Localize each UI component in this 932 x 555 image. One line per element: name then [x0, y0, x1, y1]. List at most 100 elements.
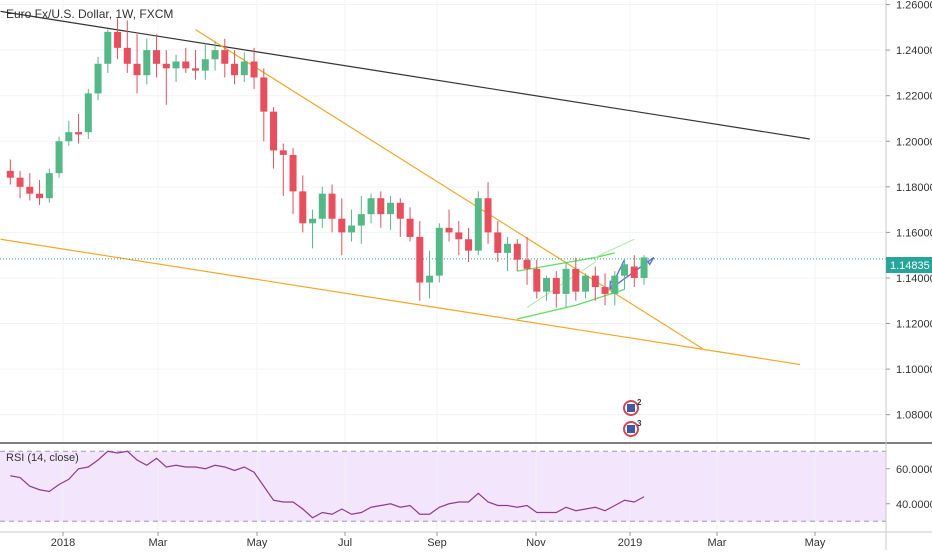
- event-marker-2[interactable]: 3: [623, 419, 642, 437]
- candle-body: [201, 59, 209, 71]
- candle: [367, 193, 375, 224]
- candle: [211, 41, 219, 71]
- rsi-indicator-label: RSI (14, close): [6, 452, 79, 464]
- candle: [504, 236, 512, 272]
- candle-body: [387, 202, 395, 215]
- price-badge: 1.14835: [886, 257, 932, 273]
- candle: [387, 195, 395, 231]
- candle: [474, 191, 482, 256]
- candle: [221, 38, 229, 78]
- price-tick-label: 1.24000: [896, 45, 932, 57]
- price-tick-label: 1.10000: [896, 364, 932, 376]
- candle: [630, 255, 638, 288]
- candle-body: [377, 198, 385, 215]
- candle-body: [318, 193, 326, 219]
- candle-body: [533, 268, 541, 292]
- candle: [192, 50, 200, 80]
- candle: [513, 239, 521, 272]
- candle: [172, 54, 180, 83]
- candle: [309, 209, 317, 249]
- candle: [562, 262, 570, 308]
- candle: [84, 88, 92, 139]
- candle-body: [582, 275, 590, 292]
- candle-body: [279, 150, 287, 155]
- symbol-title: Euro Fx/U.S. Dollar, 1W, FXCM: [6, 7, 173, 21]
- time-tick-label: May: [805, 537, 826, 549]
- candle: [6, 159, 14, 185]
- rsi-band-fill: [0, 451, 886, 522]
- candle-body: [601, 287, 609, 294]
- candle-body: [445, 227, 453, 233]
- candle: [406, 207, 414, 242]
- candle: [543, 275, 551, 301]
- time-tick-label: Nov: [526, 537, 546, 549]
- price-tick-label: 1.18000: [896, 182, 932, 194]
- candle: [533, 259, 541, 299]
- candle-body: [562, 268, 570, 294]
- time-tick-label: 2019: [618, 537, 642, 549]
- candle-body: [640, 257, 648, 278]
- candle-body: [16, 177, 24, 187]
- candle-body: [162, 63, 170, 69]
- candle-body: [26, 186, 34, 194]
- candle-body: [260, 77, 268, 112]
- candle-body: [45, 173, 53, 199]
- candle: [552, 271, 560, 308]
- candle: [55, 136, 63, 178]
- candle: [182, 47, 190, 73]
- candle-body: [270, 111, 278, 151]
- candle: [201, 43, 209, 80]
- candle: [94, 56, 102, 101]
- candle-body: [474, 198, 482, 251]
- candle-body: [348, 225, 356, 233]
- time-tick-label: 2018: [51, 537, 75, 549]
- candle-body: [465, 239, 473, 251]
- black-trendline: [0, 10, 810, 140]
- candle: [16, 170, 24, 199]
- event-marker-1[interactable]: 2: [623, 398, 642, 416]
- candle-body: [114, 31, 122, 48]
- candle: [143, 38, 151, 85]
- candle-body: [504, 243, 512, 253]
- candle-body: [455, 232, 463, 240]
- orange-upper-trendline: [195, 29, 703, 350]
- candle-body: [65, 132, 73, 142]
- candle: [582, 273, 590, 299]
- candle: [591, 266, 599, 301]
- event-count-1: 2: [637, 398, 642, 407]
- candle: [348, 209, 356, 242]
- candle-body: [240, 61, 248, 76]
- candle: [114, 18, 122, 60]
- candle-body: [221, 50, 229, 64]
- candle-body: [289, 154, 297, 192]
- candle: [455, 221, 463, 256]
- time-tick-label: May: [247, 537, 268, 549]
- candle-body: [357, 214, 365, 226]
- candle-body: [84, 93, 92, 133]
- candle: [396, 198, 404, 237]
- candle-body: [572, 268, 580, 292]
- candle: [494, 221, 502, 263]
- candle: [426, 250, 434, 299]
- candle-body: [143, 50, 151, 76]
- candle: [162, 50, 170, 105]
- candle: [123, 20, 131, 73]
- candle-body: [192, 68, 200, 71]
- candle: [611, 271, 619, 306]
- candle-body: [309, 218, 317, 224]
- price-tick-label: 1.14000: [896, 273, 932, 285]
- candle: [465, 227, 473, 263]
- candle: [601, 273, 609, 306]
- candle-body: [367, 198, 375, 215]
- orange-lower-trendline: [0, 238, 801, 366]
- price-tick-label: 1.12000: [896, 319, 932, 331]
- candle-body: [396, 202, 404, 219]
- time-tick-label: Mar: [149, 537, 168, 549]
- candle: [572, 257, 580, 301]
- candle-body: [513, 243, 521, 260]
- candle-body: [36, 193, 44, 199]
- candle-body: [338, 218, 346, 233]
- candle-body: [182, 61, 190, 69]
